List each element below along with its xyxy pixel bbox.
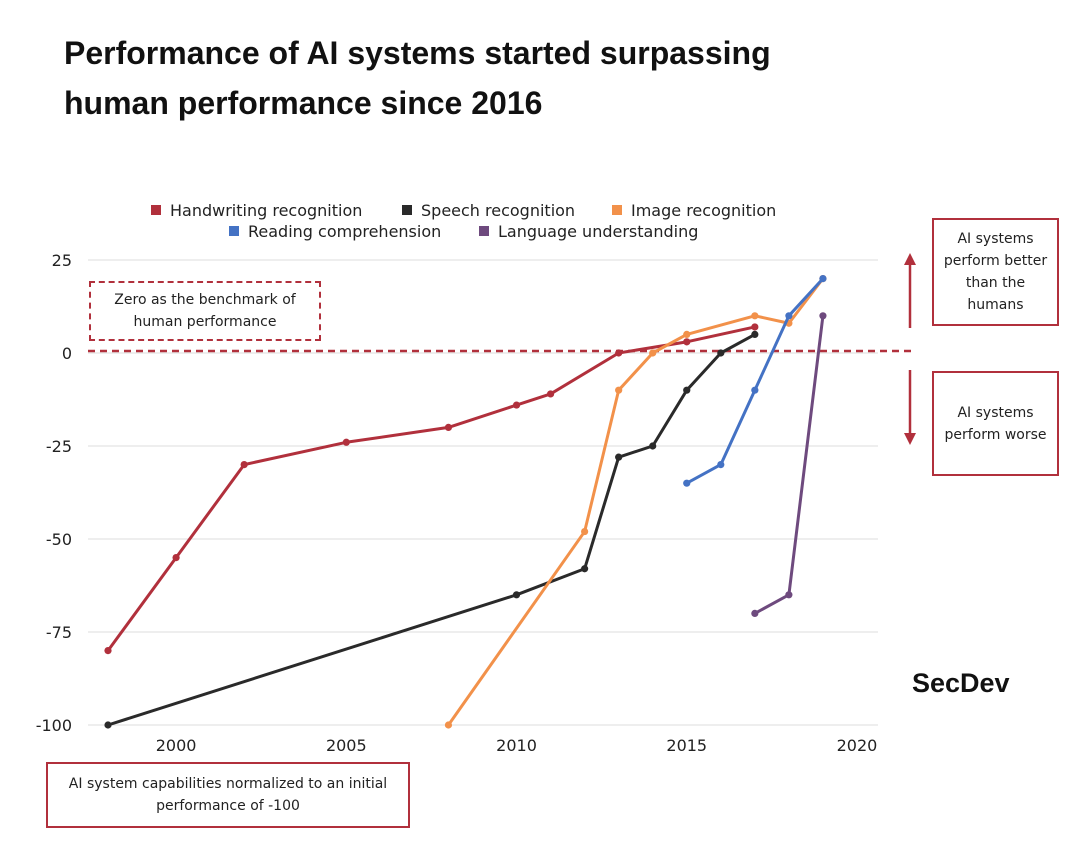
- legend-swatch-reading: [229, 226, 239, 236]
- data-point-handwriting: [683, 338, 691, 346]
- legend: Handwriting recognition Speech recognitio…: [151, 201, 776, 241]
- series-line-speech: [106, 332, 757, 727]
- series-language: [751, 312, 827, 618]
- arrow-down-icon: [904, 433, 916, 445]
- data-point-language: [819, 312, 827, 320]
- title-line-1: Performance of AI systems started surpas…: [64, 35, 771, 71]
- y-tick-label: -50: [46, 530, 72, 549]
- data-point-image: [683, 330, 691, 338]
- data-point-handwriting: [444, 423, 453, 431]
- x-tick-label: 2005: [326, 736, 367, 755]
- x-tick-label: 2020: [837, 736, 878, 755]
- series-handwriting: [104, 323, 759, 655]
- data-point-speech: [717, 349, 725, 357]
- normalized-note-line-2: performance of -100: [156, 798, 300, 814]
- legend-label-reading: Reading comprehension: [248, 222, 441, 241]
- data-point-reading: [785, 312, 793, 320]
- legend-label-image: Image recognition: [631, 201, 776, 220]
- legend-label-language: Language understanding: [498, 222, 698, 241]
- legend-swatch-speech: [402, 205, 412, 215]
- data-point-handwriting: [240, 461, 248, 469]
- data-point-handwriting: [172, 554, 180, 562]
- data-point-image: [581, 527, 589, 536]
- data-point-handwriting: [512, 401, 521, 409]
- series-speech: [104, 330, 759, 729]
- direction-arrows: [904, 253, 916, 445]
- y-tick-label: -75: [46, 623, 72, 642]
- data-point-language: [751, 609, 759, 618]
- data-point-speech: [581, 565, 589, 573]
- data-point-image: [649, 349, 657, 357]
- title-line-2: human performance since 2016: [64, 85, 543, 121]
- y-tick-label: 0: [62, 344, 72, 363]
- benchmark-note: Zero as the benchmark of human performan…: [89, 281, 321, 341]
- data-point-handwriting: [615, 349, 623, 357]
- y-tick-label: 25: [52, 251, 72, 270]
- data-point-image: [751, 312, 759, 320]
- arrow-up-icon: [904, 253, 916, 265]
- data-point-handwriting: [546, 390, 555, 398]
- benchmark-note-line-2: human performance: [133, 314, 277, 330]
- y-tick-label: -100: [36, 716, 72, 735]
- series-line-reading: [685, 277, 825, 485]
- data-point-handwriting: [104, 647, 112, 655]
- series-line-language: [753, 314, 825, 615]
- better-note-line-3: than the: [965, 275, 1026, 291]
- data-point-handwriting: [751, 323, 759, 331]
- data-point-reading: [683, 479, 691, 487]
- better-note-line-2: perform better: [943, 253, 1048, 269]
- data-point-speech: [512, 591, 521, 599]
- benchmark-note-line-1: Zero as the benchmark of: [114, 292, 296, 308]
- legend-swatch-language: [479, 226, 489, 236]
- data-point-speech: [683, 386, 691, 394]
- legend-label-speech: Speech recognition: [421, 201, 575, 220]
- series-line-handwriting: [106, 325, 757, 653]
- normalized-note-line-1: AI system capabilities normalized to an …: [68, 776, 388, 792]
- x-tick-label: 2000: [156, 736, 197, 755]
- data-point-image: [444, 721, 453, 729]
- data-point-reading: [751, 386, 759, 394]
- legend-swatch-image: [612, 205, 622, 215]
- axis-tick-labels: 25 0 -25 -50 -75 -100 2000 2005 2010 2015 2020: [36, 251, 878, 755]
- data-point-speech: [104, 721, 112, 729]
- x-tick-label: 2015: [666, 736, 707, 755]
- series-image: [444, 275, 827, 729]
- normalized-note: AI system capabilities normalized to an …: [46, 762, 410, 828]
- better-note: AI systems perform better than the human…: [932, 218, 1059, 326]
- worse-note-line-1: AI systems: [957, 404, 1034, 421]
- worse-note: AI systems perform worse: [932, 371, 1059, 476]
- data-point-language: [785, 591, 793, 599]
- data-point-reading: [717, 461, 725, 469]
- better-note-line-1: AI systems: [957, 231, 1034, 247]
- data-point-image: [615, 386, 623, 394]
- chart-title: Performance of AI systems started surpas…: [64, 28, 924, 128]
- legend-label-handwriting: Handwriting recognition: [170, 201, 362, 220]
- data-point-speech: [649, 442, 657, 450]
- better-note-line-4: humans: [967, 297, 1024, 313]
- legend-swatch-handwriting: [151, 205, 161, 215]
- x-tick-label: 2010: [496, 736, 537, 755]
- series-lines: [104, 275, 827, 729]
- data-point-speech: [615, 453, 623, 461]
- data-point-speech: [751, 330, 759, 338]
- series-reading: [683, 275, 827, 487]
- series-line-image: [446, 277, 825, 727]
- grid-lines: [88, 259, 878, 726]
- data-point-handwriting: [342, 438, 350, 446]
- data-point-reading: [819, 275, 827, 283]
- y-tick-label: -25: [46, 437, 72, 456]
- brand-logo: SecDev: [912, 668, 1010, 698]
- worse-note-line-2: perform worse: [944, 426, 1047, 443]
